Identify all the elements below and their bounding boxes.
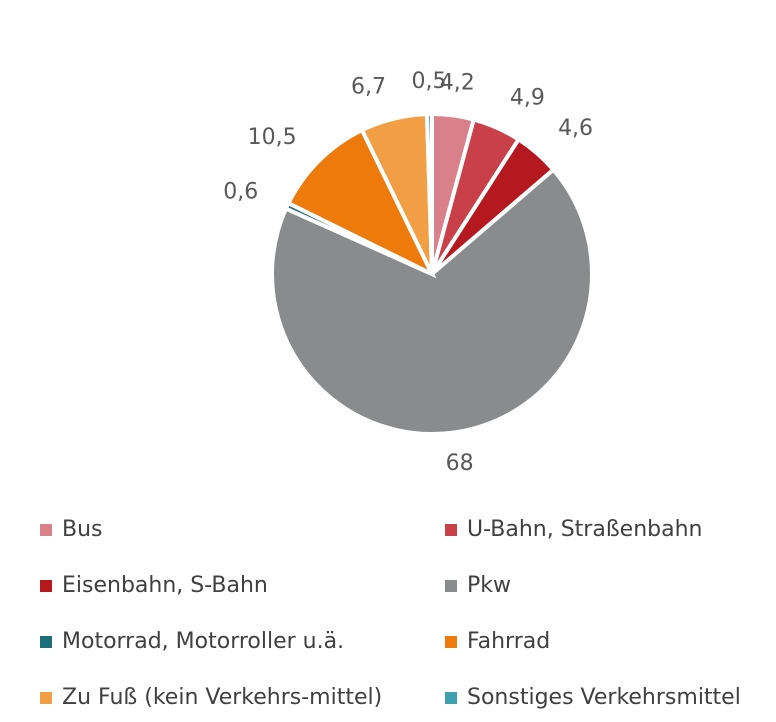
pie-slice: [424, 111, 434, 275]
data-label: 4,6: [558, 116, 593, 141]
legend-swatch: [445, 692, 457, 704]
data-label: 4,9: [510, 86, 545, 111]
legend-swatch: [445, 636, 457, 648]
data-label: 4,2: [440, 71, 475, 96]
legend-label: Zu Fuß (kein Verkehrs-mittel): [62, 685, 382, 710]
legend-label: U-Bahn, Straßenbahn: [467, 517, 703, 542]
data-label: 6,7: [351, 75, 386, 100]
legend-swatch: [445, 580, 457, 592]
data-label: 0,5: [411, 69, 446, 94]
legend-swatch: [445, 524, 457, 536]
legend-label: Fahrrad: [467, 629, 550, 654]
legend-swatch: [40, 524, 52, 536]
legend-swatch: [40, 580, 52, 592]
legend-label: Motorrad, Motorroller u.ä.: [62, 629, 344, 654]
data-label: 10,5: [248, 125, 297, 150]
legend-label: Eisenbahn, S-Bahn: [62, 573, 268, 598]
legend-label: Bus: [62, 517, 103, 542]
data-label: 0,6: [223, 179, 258, 204]
pie-slice: [285, 127, 437, 279]
legend-swatch: [40, 636, 52, 648]
legend-label: Sonstiges Verkehrsmittel: [467, 685, 741, 710]
legend-swatch: [40, 692, 52, 704]
data-label: 68: [446, 451, 474, 476]
pie-slice: [270, 166, 594, 436]
legend-label: Pkw: [467, 573, 511, 598]
